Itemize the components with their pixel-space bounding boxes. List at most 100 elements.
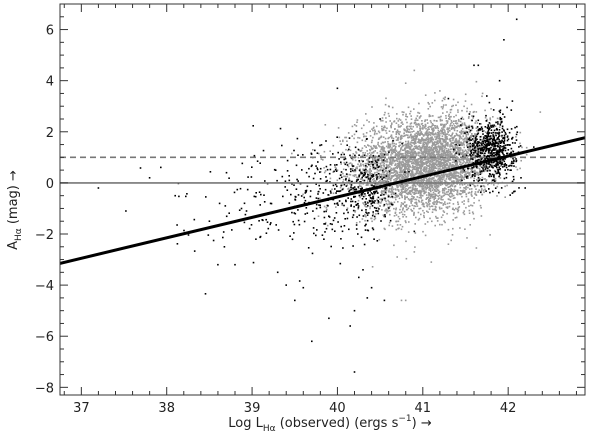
data-point xyxy=(408,221,410,223)
data-point xyxy=(364,193,366,195)
data-point xyxy=(471,149,474,152)
data-point xyxy=(413,213,415,215)
data-point xyxy=(438,167,441,170)
data-point xyxy=(435,132,437,135)
data-point xyxy=(422,230,424,233)
data-point xyxy=(418,170,421,173)
data-point xyxy=(487,134,490,137)
data-point xyxy=(424,171,427,173)
data-point xyxy=(509,153,511,155)
data-point xyxy=(448,194,450,196)
data-point xyxy=(442,175,444,177)
data-point xyxy=(452,212,455,215)
data-point xyxy=(418,163,420,165)
data-point xyxy=(388,173,391,176)
data-point xyxy=(463,105,465,108)
data-point xyxy=(370,173,372,175)
data-point xyxy=(461,153,463,156)
data-point xyxy=(447,156,450,158)
data-point xyxy=(380,176,382,178)
data-point xyxy=(412,136,415,139)
data-point xyxy=(412,197,414,200)
data-point xyxy=(438,134,441,137)
data-point xyxy=(375,184,378,186)
data-point xyxy=(447,166,449,169)
data-point xyxy=(451,132,454,134)
data-point xyxy=(473,165,475,168)
data-point xyxy=(429,170,432,173)
data-point xyxy=(493,181,495,183)
data-point xyxy=(421,199,423,202)
data-point xyxy=(457,209,460,211)
data-point xyxy=(402,169,405,171)
data-point xyxy=(345,168,347,171)
data-point xyxy=(451,234,454,236)
data-point xyxy=(493,139,496,142)
data-point xyxy=(445,163,448,165)
data-point xyxy=(410,174,413,177)
data-point xyxy=(407,128,409,130)
data-point xyxy=(413,122,416,125)
data-point xyxy=(446,212,448,215)
data-point xyxy=(422,180,424,183)
data-point xyxy=(469,224,471,226)
data-point xyxy=(477,155,480,157)
data-point xyxy=(500,141,503,144)
data-point xyxy=(427,108,430,110)
data-point xyxy=(479,128,482,130)
data-point xyxy=(361,171,364,174)
data-point xyxy=(453,144,456,146)
data-point xyxy=(469,188,471,190)
data-point xyxy=(435,167,438,170)
data-point xyxy=(438,137,440,140)
data-point xyxy=(374,158,377,161)
data-point xyxy=(461,137,463,140)
data-point xyxy=(474,185,476,188)
data-point xyxy=(348,177,350,180)
data-point xyxy=(465,135,468,137)
data-point xyxy=(460,180,462,183)
data-point xyxy=(468,113,471,115)
data-point xyxy=(396,162,399,165)
data-point xyxy=(457,134,459,137)
data-point xyxy=(428,150,431,152)
data-point xyxy=(433,141,435,144)
data-point xyxy=(482,149,484,152)
data-point xyxy=(438,170,440,172)
data-point xyxy=(411,153,414,155)
data-point xyxy=(399,153,402,156)
data-point xyxy=(338,200,341,202)
data-point xyxy=(443,162,445,164)
data-point xyxy=(389,159,391,161)
data-point xyxy=(453,116,455,118)
data-point xyxy=(352,174,354,177)
data-point xyxy=(468,115,470,118)
data-point xyxy=(444,173,447,176)
data-point xyxy=(499,145,502,147)
data-point xyxy=(445,157,448,159)
data-point xyxy=(407,141,409,143)
data-point xyxy=(475,142,477,144)
data-point xyxy=(417,148,420,150)
data-point xyxy=(438,206,441,209)
data-point xyxy=(436,163,438,166)
data-point xyxy=(396,194,398,196)
data-point xyxy=(454,163,457,166)
data-point xyxy=(438,174,440,177)
data-point xyxy=(341,184,344,186)
data-point xyxy=(408,168,411,171)
data-point xyxy=(402,135,405,138)
data-point xyxy=(445,188,447,190)
data-point xyxy=(420,164,423,167)
data-point xyxy=(387,150,390,152)
data-point xyxy=(389,143,392,146)
data-point xyxy=(407,144,410,146)
data-point xyxy=(440,147,442,149)
data-point xyxy=(457,176,460,178)
data-point xyxy=(425,168,428,170)
data-point xyxy=(449,118,451,120)
data-point xyxy=(477,145,479,148)
data-point xyxy=(420,180,423,183)
data-point xyxy=(498,135,501,137)
data-point xyxy=(454,197,456,199)
